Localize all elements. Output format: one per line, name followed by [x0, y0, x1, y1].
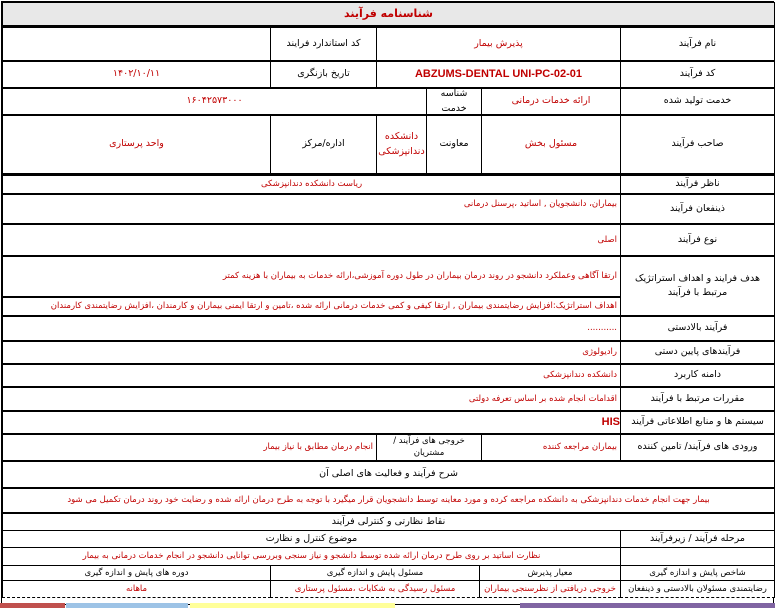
- label-upstream: فرآیند بالادستی: [620, 315, 775, 341]
- cell-period: ماهانه: [2, 580, 271, 598]
- value-responsible: مسئول بخش: [481, 114, 621, 174]
- cell-responsible: مسئول رسیدگی به شکایات ،مسئول پرستاری: [270, 580, 480, 598]
- value-outputs: انجام درمان مطابق با نیاز بیمار: [2, 433, 377, 461]
- label-process-code: کد فرآیند: [620, 60, 775, 88]
- header-responsible: مسئول پایش و اندازه گیری: [270, 565, 480, 581]
- value-upstream: ...........: [2, 315, 621, 341]
- value-process-name: پذیرش بیمار: [376, 26, 621, 61]
- label-service: خدمت تولید شده: [620, 87, 775, 115]
- description-text: بیمار جهت انجام خدمات دندانپزشکی به دانش…: [2, 487, 775, 513]
- value-deputy: دانشکده دندانپزشکی: [376, 114, 427, 174]
- value-systems: HIS: [2, 410, 621, 434]
- control-heading: نقاط نظارتی و کنترلی فرآیند: [2, 512, 775, 531]
- label-control-subject: موضوع کنترل و نظارت: [2, 530, 621, 548]
- label-service-id: شناسه خدمت: [426, 87, 482, 115]
- value-office: واحد پرستاری: [2, 114, 271, 174]
- value-scope: دانشکده دندانپزشکی: [2, 363, 621, 387]
- header-acceptance: معیار پذیرش: [479, 565, 621, 581]
- sheet-title: شناسنامه فرآیند: [2, 2, 775, 26]
- bottom-strip-purple: [520, 603, 775, 608]
- value-standard-code: [2, 26, 271, 61]
- value-inputs: بیماران مراجعه کننده: [481, 433, 621, 461]
- label-standard-code: کد استاندارد فرایند: [270, 26, 377, 61]
- cell-indicator: رضایتمندی مسئولان بالادستی و ذینفعان: [620, 580, 775, 598]
- description-heading: شرح فرآیند و فعالیت های اصلی آن: [2, 460, 775, 488]
- cell-acceptance: خروجی دریافتی از نظرسنجی بیماران: [479, 580, 621, 598]
- label-type: نوع فرآیند: [620, 223, 775, 256]
- value-service: ارائه خدمات درمانی: [481, 87, 621, 115]
- header-indicator: شاخص پایش و اندازه گیری: [620, 565, 775, 581]
- value-downstream: رادیولوژی: [2, 340, 621, 364]
- label-systems: سیستم ها و منابع اطلاعاتی فرآیند: [620, 410, 775, 434]
- label-goal: هدف فرایند و اهداف استراتژیک مرتبط با فر…: [620, 255, 775, 316]
- value-supervisor: ریاست دانشکده دندانپزشکی: [2, 174, 621, 194]
- label-outputs: خروجی های فرآیند / مشتریان: [376, 433, 482, 461]
- value-goal: ارتقا آگاهی وعملکرد دانشجو در روند درمان…: [2, 255, 621, 297]
- value-stage: [620, 547, 775, 566]
- value-control-subject: نظارت اساتید بر روی طرح درمان ارائه شده …: [2, 547, 621, 566]
- label-downstream: فرآیندهای پایین دستی: [620, 340, 775, 364]
- value-service-id: ۱۶۰۴۲۵۷۳۰۰۰: [2, 87, 427, 115]
- header-period: دوره های پایش و اندازه گیری: [2, 565, 271, 581]
- bottom-strip-red: [0, 603, 65, 608]
- value-stakeholders: بیماران، دانشجویان , اساتید ،پرسنل درمان…: [2, 193, 621, 224]
- label-stakeholders: ذینفعان فرآیند: [620, 193, 775, 224]
- label-stage: مرحله فرآیند / زیرفرآیند: [620, 530, 775, 548]
- label-inputs: ورودی های فرآیند/ تامین کننده: [620, 433, 775, 461]
- label-regulations: مقررات مرتبط با فرآیند: [620, 386, 775, 411]
- value-review-date: ۱۴۰۲/۱۰/۱۱: [2, 60, 271, 88]
- bottom-strip-yellow: [190, 603, 395, 608]
- bottom-strip-blue: [66, 603, 188, 608]
- label-owner: صاحب فرآیند: [620, 114, 775, 174]
- label-scope: دامنه کاربرد: [620, 363, 775, 387]
- label-supervisor: ناظر فرآیند: [620, 174, 775, 194]
- value-type: اصلی: [2, 223, 621, 256]
- value-regulations: اقدامات انجام شده بر اساس تعرفه دولتی: [2, 386, 621, 411]
- value-process-code: ABZUMS-DENTAL UNI-PC-02-01: [376, 60, 621, 88]
- label-office: اداره/مرکز: [270, 114, 377, 174]
- label-review-date: تاریخ بازنگری: [270, 60, 377, 88]
- label-deputy: معاونت: [426, 114, 482, 174]
- label-process-name: نام فرآیند: [620, 26, 775, 61]
- value-strategic-goals: اهداف استراتژیک:افزایش رضایتمندی بیماران…: [2, 296, 621, 316]
